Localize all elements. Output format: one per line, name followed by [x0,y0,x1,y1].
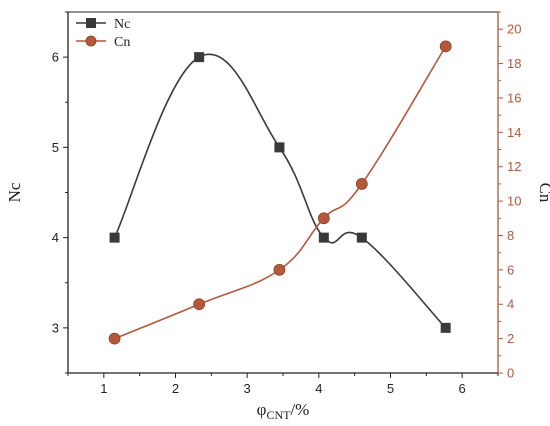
point-nc [356,232,367,243]
y-axis-right: 0 2 4 6 8 10 12 14 16 18 20 [498,11,521,381]
x-tick-label: 6 [459,381,466,396]
x-tick-label: 5 [387,381,394,396]
x-axis-title: φCNT/% [257,400,310,422]
x-axis: 1 2 3 4 5 6 [67,373,499,396]
y-right-tick-label: 4 [507,297,514,312]
legend: Nc Cn [76,17,130,50]
y-right-tick-label: 20 [507,22,521,37]
x-tick-label: 1 [100,381,107,396]
series-line-nc [113,53,447,329]
point-cn [108,332,121,345]
y-left-tick-label: 5 [52,140,59,155]
y-right-tick-label: 8 [507,228,514,243]
y-left-tick-label: 6 [52,50,59,65]
point-nc [274,142,285,153]
legend-marker-nc [86,18,96,28]
y-right-tick-label: 0 [507,366,514,381]
y-axis-left-title: Nc [5,182,24,202]
series-layer [108,40,452,345]
legend-marker-cn [85,35,97,47]
point-nc [194,52,205,63]
y-axis-right-title: Cn [536,183,550,203]
point-cn [273,263,286,276]
y-right-tick-label: 2 [507,331,514,346]
x-tick-label: 2 [172,381,179,396]
y-right-tick-label: 10 [507,194,521,209]
point-nc [440,322,451,333]
point-nc [318,232,329,243]
y-right-tick-label: 6 [507,262,514,277]
x-tick-label: 4 [315,381,322,396]
y-axis-left: 3 4 5 6 [52,11,68,374]
legend-label-cn: Cn [114,35,130,50]
y-right-tick-label: 18 [507,56,521,71]
y-right-tick-label: 12 [507,159,521,174]
y-right-tick-label: 14 [507,125,521,140]
y-left-tick-label: 4 [52,230,59,245]
x-tick-label: 3 [244,381,251,396]
point-nc [109,232,120,243]
legend-label-nc: Nc [114,17,130,32]
point-cn [355,178,368,190]
series-line-cn [114,45,447,340]
y-right-tick-label: 16 [507,90,521,105]
point-cn [439,40,452,53]
point-cn [193,298,206,311]
point-cn [317,212,330,225]
y-left-tick-label: 3 [52,320,59,335]
